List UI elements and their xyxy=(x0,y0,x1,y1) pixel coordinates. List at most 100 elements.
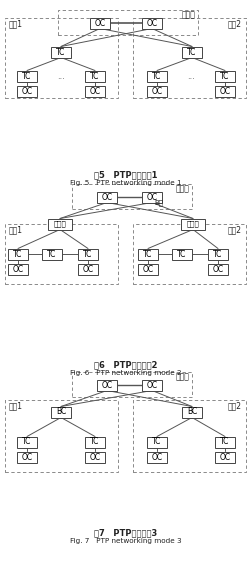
Bar xyxy=(97,192,116,202)
Text: OC: OC xyxy=(151,87,162,96)
Text: TC: TC xyxy=(152,438,161,446)
Text: TC: TC xyxy=(143,250,152,259)
Text: OC: OC xyxy=(89,87,100,96)
Text: 间隔1: 间隔1 xyxy=(9,225,23,234)
Bar xyxy=(78,263,98,275)
Bar xyxy=(85,71,105,82)
Text: TC: TC xyxy=(212,250,222,259)
Text: OC: OC xyxy=(146,193,157,202)
Text: OC: OC xyxy=(21,87,33,96)
Text: 扩展树: 扩展树 xyxy=(186,221,199,227)
Bar xyxy=(90,18,110,28)
Text: OC: OC xyxy=(151,453,162,462)
Text: OC: OC xyxy=(146,18,157,27)
Text: 图5   PTP组网方式1: 图5 PTP组网方式1 xyxy=(94,170,157,179)
Text: BC: BC xyxy=(56,408,66,417)
Text: TC: TC xyxy=(219,438,229,446)
Text: ...: ... xyxy=(57,71,65,80)
Bar xyxy=(146,71,166,82)
Text: ...: ... xyxy=(186,71,194,80)
Bar xyxy=(78,249,98,259)
Text: 主控室: 主控室 xyxy=(175,372,189,381)
Bar xyxy=(17,437,37,447)
Text: TC: TC xyxy=(152,71,161,80)
Bar xyxy=(17,71,37,82)
Text: BC: BC xyxy=(186,408,196,417)
Bar xyxy=(5,18,117,98)
Text: OC: OC xyxy=(146,381,157,389)
Bar xyxy=(58,10,197,35)
Bar xyxy=(133,18,245,98)
Bar xyxy=(72,184,191,209)
Text: 主控室: 主控室 xyxy=(175,184,189,193)
Bar xyxy=(72,372,191,397)
Text: TC: TC xyxy=(90,71,99,80)
Text: TC: TC xyxy=(47,250,56,259)
Bar xyxy=(5,400,117,472)
Bar xyxy=(51,406,71,417)
Bar xyxy=(181,406,201,417)
Bar xyxy=(171,249,191,259)
Bar xyxy=(48,218,72,230)
Bar xyxy=(214,451,234,462)
Bar xyxy=(42,249,62,259)
Text: TC: TC xyxy=(83,250,92,259)
Text: B帧: B帧 xyxy=(153,199,162,206)
Text: TC: TC xyxy=(177,250,186,259)
Bar xyxy=(8,263,28,275)
Text: TC: TC xyxy=(56,47,66,56)
Text: OC: OC xyxy=(12,264,23,274)
Bar xyxy=(141,380,161,390)
Text: OC: OC xyxy=(21,453,33,462)
Bar xyxy=(180,218,204,230)
Text: TC: TC xyxy=(186,47,196,56)
Bar xyxy=(141,18,161,28)
Text: OC: OC xyxy=(101,381,112,389)
Text: OC: OC xyxy=(89,453,100,462)
Text: 间隔2: 间隔2 xyxy=(227,19,241,28)
Bar xyxy=(133,400,245,472)
Text: OC: OC xyxy=(212,264,223,274)
Bar xyxy=(207,249,227,259)
Bar xyxy=(214,71,234,82)
Bar xyxy=(137,249,158,259)
Bar xyxy=(141,192,161,202)
Text: 图7   PTP组网方式3: 图7 PTP组网方式3 xyxy=(94,528,157,537)
Text: Fig. 6   PTP networking mode 2: Fig. 6 PTP networking mode 2 xyxy=(70,370,181,376)
Bar xyxy=(181,47,201,58)
Text: TC: TC xyxy=(90,438,99,446)
Text: OC: OC xyxy=(142,264,153,274)
Bar xyxy=(17,86,37,96)
Bar xyxy=(133,224,245,284)
Bar xyxy=(214,437,234,447)
Text: 扩展树: 扩展树 xyxy=(53,221,66,227)
Text: OC: OC xyxy=(94,18,105,27)
Bar xyxy=(146,86,166,96)
Text: TC: TC xyxy=(13,250,23,259)
Text: 间隔1: 间隔1 xyxy=(9,401,23,410)
Bar xyxy=(85,451,105,462)
Bar xyxy=(97,380,116,390)
Bar xyxy=(51,47,71,58)
Bar xyxy=(207,263,227,275)
Bar xyxy=(17,451,37,462)
Text: OC: OC xyxy=(101,193,112,202)
Text: OC: OC xyxy=(218,453,230,462)
Bar xyxy=(85,86,105,96)
Bar xyxy=(146,437,166,447)
Bar xyxy=(8,249,28,259)
Bar xyxy=(85,437,105,447)
Bar xyxy=(137,263,158,275)
Text: 间隔1: 间隔1 xyxy=(9,19,23,28)
Bar xyxy=(214,86,234,96)
Text: 主控室: 主控室 xyxy=(181,10,195,19)
Text: 间隔2: 间隔2 xyxy=(227,401,241,410)
Text: OC: OC xyxy=(82,264,93,274)
Text: 图6   PTP组网方式2: 图6 PTP组网方式2 xyxy=(94,360,157,369)
Text: TC: TC xyxy=(22,71,32,80)
Text: TC: TC xyxy=(22,438,32,446)
Bar xyxy=(5,224,117,284)
Text: TC: TC xyxy=(219,71,229,80)
Text: 间隔2: 间隔2 xyxy=(227,225,241,234)
Text: Fig. 5   PTP networking mode 1: Fig. 5 PTP networking mode 1 xyxy=(70,180,181,186)
